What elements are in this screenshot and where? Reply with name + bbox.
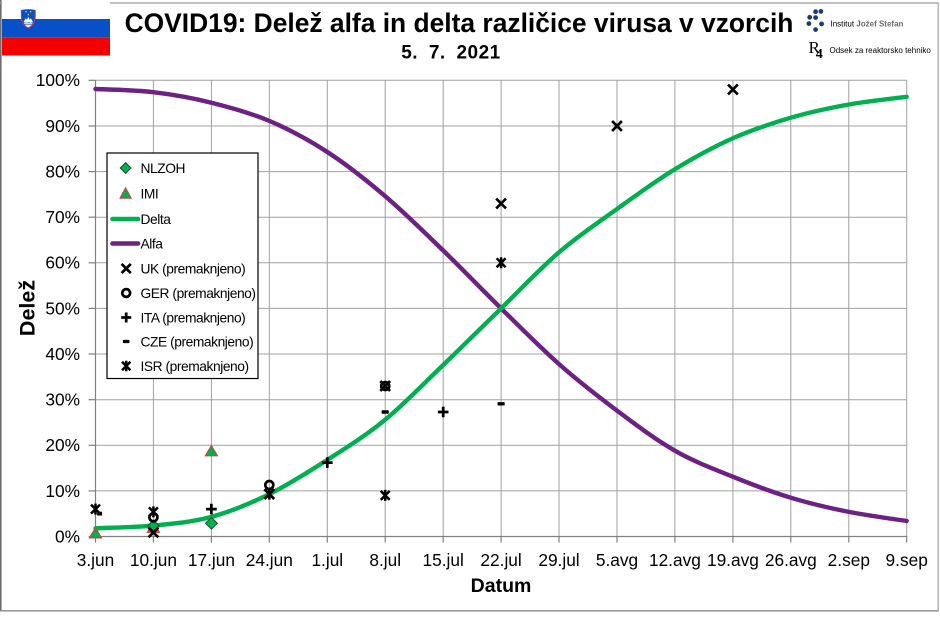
svg-text:10%: 10% [45, 481, 80, 501]
svg-text:26.avg: 26.avg [765, 550, 817, 570]
svg-text:40%: 40% [45, 344, 80, 364]
svg-text:R: R [809, 38, 821, 57]
svg-text:GER (premaknjeno): GER (premaknjeno) [141, 286, 256, 301]
svg-text:5.avg: 5.avg [596, 550, 638, 570]
svg-text:29.jul: 29.jul [538, 550, 579, 570]
svg-text:80%: 80% [45, 162, 80, 182]
svg-text:ITA (premaknjeno): ITA (premaknjeno) [141, 311, 246, 326]
svg-text:UK (premaknjeno): UK (premaknjeno) [141, 262, 246, 277]
svg-text:Datum: Datum [471, 575, 532, 597]
svg-text:Alfa: Alfa [141, 237, 164, 252]
svg-text:19.avg: 19.avg [707, 550, 759, 570]
svg-text:ISR (premaknjeno): ISR (premaknjeno) [141, 359, 249, 374]
svg-text:100%: 100% [36, 70, 80, 90]
svg-text:5. 7. 2021: 5. 7. 2021 [401, 43, 501, 64]
svg-text:0%: 0% [55, 526, 80, 546]
svg-text:22.jul: 22.jul [480, 550, 521, 570]
svg-text:Delež: Delež [16, 280, 40, 336]
svg-text:60%: 60% [45, 253, 80, 273]
svg-text:70%: 70% [45, 207, 80, 227]
svg-text:4: 4 [816, 47, 823, 62]
svg-text:2.sep: 2.sep [828, 550, 870, 570]
svg-text:20%: 20% [45, 435, 80, 455]
svg-text:CZE (premaknjeno): CZE (premaknjeno) [141, 335, 254, 350]
svg-text:9.sep: 9.sep [886, 550, 928, 570]
svg-text:Institut Jožef Stefan: Institut Jožef Stefan [831, 20, 904, 29]
svg-text:30%: 30% [45, 390, 80, 410]
svg-text:1.jul: 1.jul [311, 550, 343, 570]
svg-text:12.avg: 12.avg [649, 550, 701, 570]
svg-text:17.jun: 17.jun [188, 550, 235, 570]
svg-text:90%: 90% [45, 116, 80, 136]
svg-text:NLZOH: NLZOH [141, 161, 186, 176]
svg-text:24.jun: 24.jun [246, 550, 293, 570]
svg-text:10.jun: 10.jun [130, 550, 177, 570]
svg-text:Delta: Delta [141, 212, 172, 227]
svg-text:15.jul: 15.jul [423, 550, 464, 570]
svg-text:8.jul: 8.jul [369, 550, 401, 570]
svg-text:Odsek za reaktorsko tehniko: Odsek za reaktorsko tehniko [830, 46, 932, 55]
svg-text:COVID19: Delež alfa in delta r: COVID19: Delež alfa in delta različice v… [125, 8, 794, 38]
svg-text:IMI: IMI [141, 187, 159, 202]
svg-text:3.jun: 3.jun [77, 550, 114, 570]
svg-text:50%: 50% [45, 298, 80, 318]
